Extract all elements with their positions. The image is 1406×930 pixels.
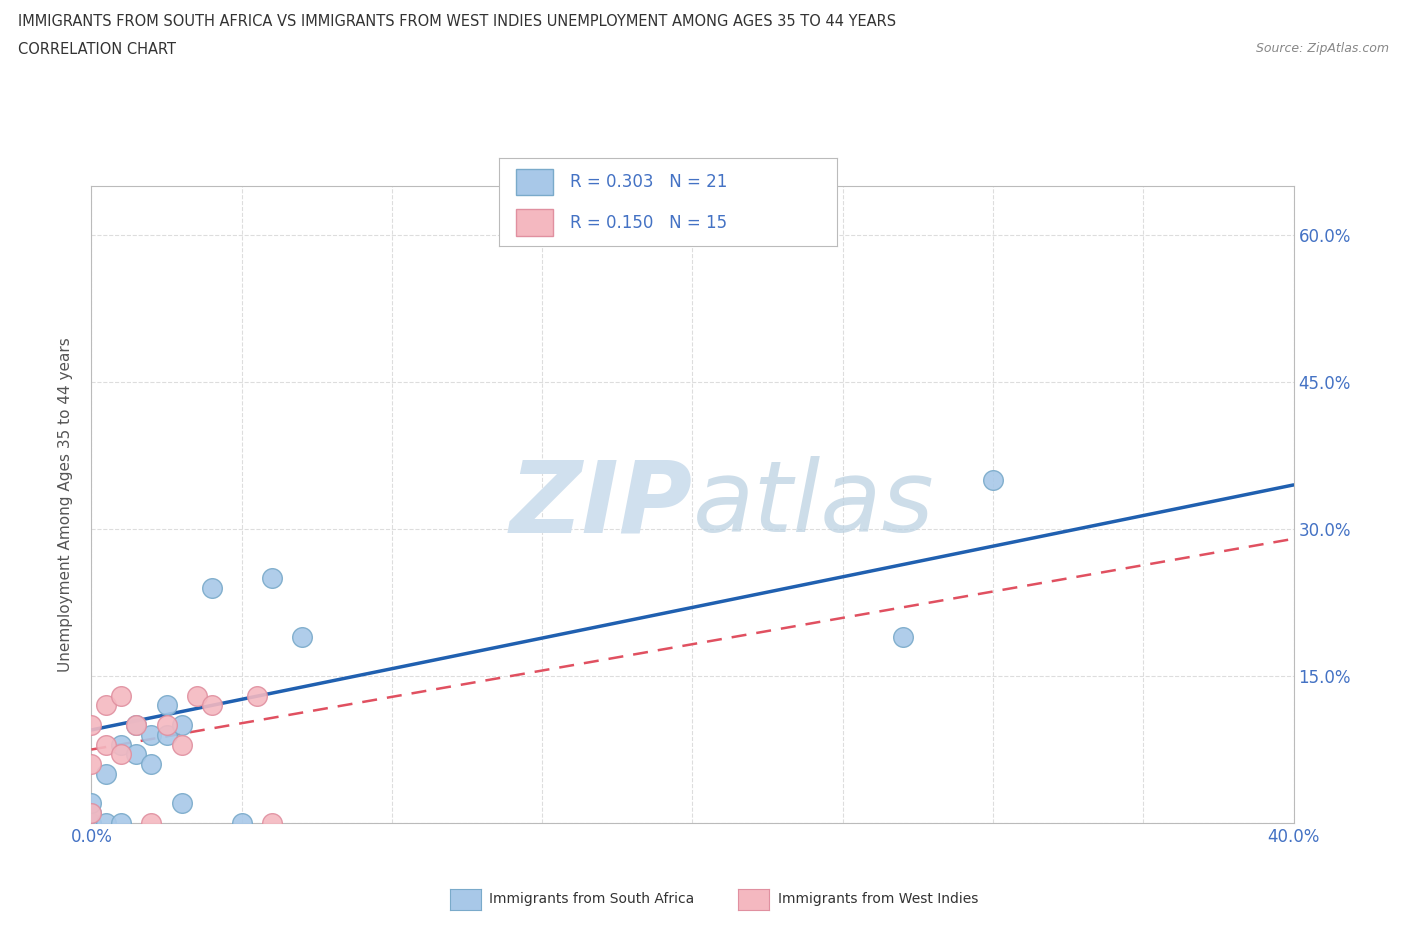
Y-axis label: Unemployment Among Ages 35 to 44 years: Unemployment Among Ages 35 to 44 years: [58, 338, 73, 671]
Point: [981, 472, 1004, 487]
Point: [260, 571, 283, 586]
Point: [141, 727, 163, 742]
Text: Immigrants from South Africa: Immigrants from South Africa: [489, 892, 695, 907]
Point: [80, 718, 103, 733]
Text: Source: ZipAtlas.com: Source: ZipAtlas.com: [1256, 42, 1389, 55]
Point: [125, 718, 148, 733]
Point: [125, 747, 148, 762]
Point: [201, 580, 224, 595]
Text: CORRELATION CHART: CORRELATION CHART: [18, 42, 176, 57]
Point: [96, 816, 118, 830]
Point: [260, 816, 283, 830]
Text: ZIP: ZIP: [509, 456, 692, 553]
Point: [110, 747, 132, 762]
Point: [155, 718, 177, 733]
Point: [110, 737, 132, 752]
Text: Immigrants from West Indies: Immigrants from West Indies: [778, 892, 979, 907]
Point: [186, 688, 208, 703]
Point: [110, 688, 132, 703]
Point: [170, 796, 193, 811]
Point: [80, 757, 103, 772]
Point: [891, 630, 914, 644]
Text: R = 0.303   N = 21: R = 0.303 N = 21: [569, 173, 727, 191]
Point: [80, 816, 103, 830]
Point: [96, 737, 118, 752]
Point: [80, 805, 103, 820]
FancyBboxPatch shape: [516, 209, 553, 236]
Point: [155, 698, 177, 713]
Point: [125, 718, 148, 733]
Point: [231, 816, 253, 830]
Point: [80, 796, 103, 811]
Point: [96, 766, 118, 781]
Point: [155, 727, 177, 742]
FancyBboxPatch shape: [516, 168, 553, 195]
Point: [141, 816, 163, 830]
Point: [96, 698, 118, 713]
Point: [201, 698, 224, 713]
Point: [110, 816, 132, 830]
Point: [170, 737, 193, 752]
Point: [291, 630, 314, 644]
Point: [170, 718, 193, 733]
Point: [246, 688, 269, 703]
Text: IMMIGRANTS FROM SOUTH AFRICA VS IMMIGRANTS FROM WEST INDIES UNEMPLOYMENT AMONG A: IMMIGRANTS FROM SOUTH AFRICA VS IMMIGRAN…: [18, 14, 897, 29]
Text: R = 0.150   N = 15: R = 0.150 N = 15: [569, 214, 727, 232]
Point: [80, 805, 103, 820]
Point: [141, 757, 163, 772]
Text: atlas: atlas: [692, 456, 934, 553]
